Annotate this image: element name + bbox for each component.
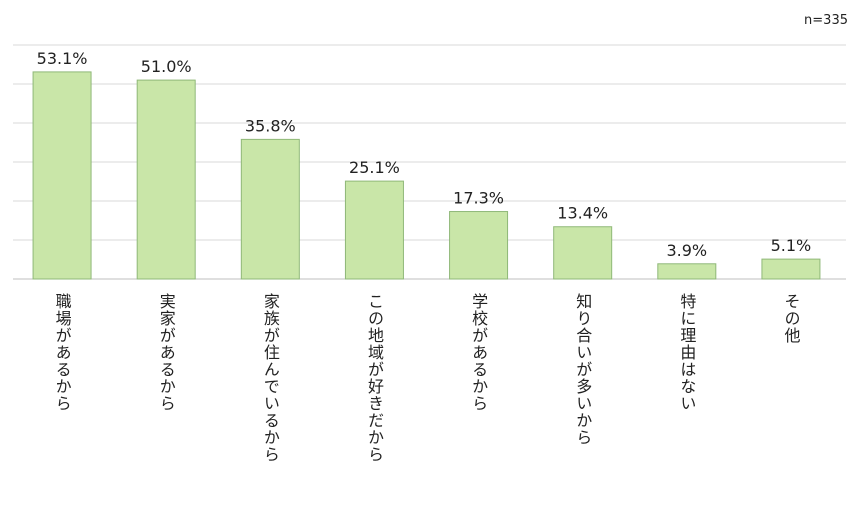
sample-size-note: n=335 — [804, 13, 848, 28]
category-label-2: 実家があるから — [157, 293, 176, 412]
category-labels: 職場があるから 実家があるから 家族が住んでいるから この地域が好きだから 学校があるか… — [53, 293, 801, 463]
category-label-5: 学校があるから — [469, 293, 488, 412]
bar-6 — [553, 226, 613, 280]
value-label-3: 35.8% — [245, 116, 296, 135]
category-label-3: 家族が住んでいるから — [261, 293, 280, 463]
bars — [32, 71, 821, 280]
bar-8 — [761, 258, 821, 280]
bar-4 — [344, 180, 404, 280]
category-label-7: 特に理由はない — [677, 293, 696, 412]
bar-3 — [240, 138, 300, 280]
category-label-6: 知り合いが多いから — [573, 293, 592, 446]
value-label-6: 13.4% — [557, 204, 608, 223]
value-label-1: 53.1% — [37, 49, 88, 68]
value-label-8: 5.1% — [771, 236, 812, 255]
value-label-4: 25.1% — [349, 158, 400, 177]
category-label-8: その他 — [781, 293, 800, 344]
value-labels: 53.1% 51.0% 35.8% 25.1% 17.3% 13.4% 3.9% 5.1% — [37, 49, 812, 260]
category-label-1: 職場があるから — [53, 293, 72, 412]
value-label-7: 3.9% — [666, 241, 707, 260]
bar-7 — [657, 263, 717, 280]
bar-5 — [449, 211, 509, 280]
bar-2 — [136, 79, 196, 280]
bar-1 — [32, 71, 92, 280]
category-label-4: この地域が好きだから — [365, 293, 384, 463]
value-label-5: 17.3% — [453, 189, 504, 208]
value-label-2: 51.0% — [141, 57, 192, 76]
